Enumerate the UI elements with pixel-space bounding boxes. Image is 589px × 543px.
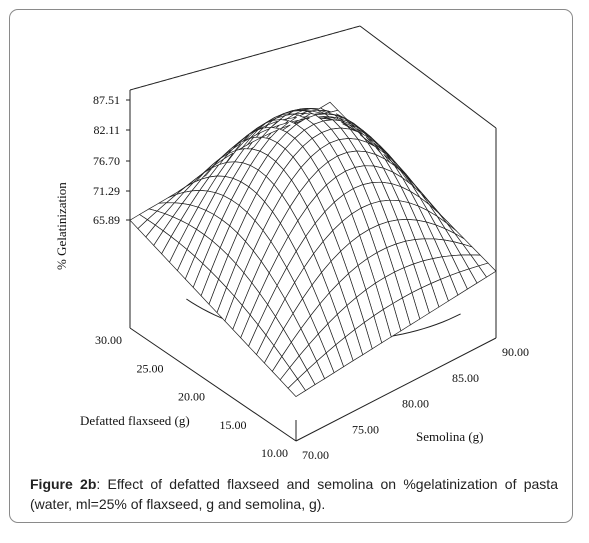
y-tick-label: 90.00 xyxy=(502,345,529,359)
tick-labels: 65.89 71.29 76.70 82.11 87.51 10.00 15.00 20.00… xyxy=(93,93,529,462)
x-tick-label: 15.00 xyxy=(220,418,247,432)
figure-caption: Figure 2b: Effect of defatted flaxseed a… xyxy=(30,474,558,514)
y-axis-label: Semolina (g) xyxy=(416,429,484,444)
axes-box xyxy=(129,25,497,442)
caption-label: Figure 2b xyxy=(30,476,97,492)
x-tick-label: 20.00 xyxy=(178,390,205,404)
y-tick-label: 85.00 xyxy=(452,371,479,385)
z-tick-label: 87.51 xyxy=(93,93,120,107)
floor-edge-flaxseed xyxy=(129,327,297,442)
z-tick-label: 65.89 xyxy=(93,213,120,227)
floor-edge-semolina xyxy=(295,337,497,442)
top-right-edge xyxy=(359,25,497,129)
z-tick-label: 82.11 xyxy=(93,123,120,137)
caption-text: : Effect of defatted flaxseed and semoli… xyxy=(30,476,558,512)
x-axis-label: Defatted flaxseed (g) xyxy=(80,413,190,428)
z-tick-label: 71.29 xyxy=(93,184,120,198)
surface-plot: 65.89 71.29 76.70 82.11 87.51 10.00 15.00 20.00… xyxy=(54,25,529,462)
y-tick-label: 70.00 xyxy=(302,448,329,462)
x-tick-label: 25.00 xyxy=(137,361,164,375)
z-tick-label: 76.70 xyxy=(93,154,120,168)
y-tick-label: 75.00 xyxy=(352,422,379,436)
x-tick-label: 30.00 xyxy=(95,333,122,347)
z-axis-label: % Gelatinization xyxy=(54,182,69,270)
surface-cell xyxy=(287,378,306,398)
y-tick-label: 80.00 xyxy=(402,397,429,411)
x-tick-label: 10.00 xyxy=(261,446,288,460)
response-surface xyxy=(129,101,497,398)
top-back-edge xyxy=(129,25,361,91)
